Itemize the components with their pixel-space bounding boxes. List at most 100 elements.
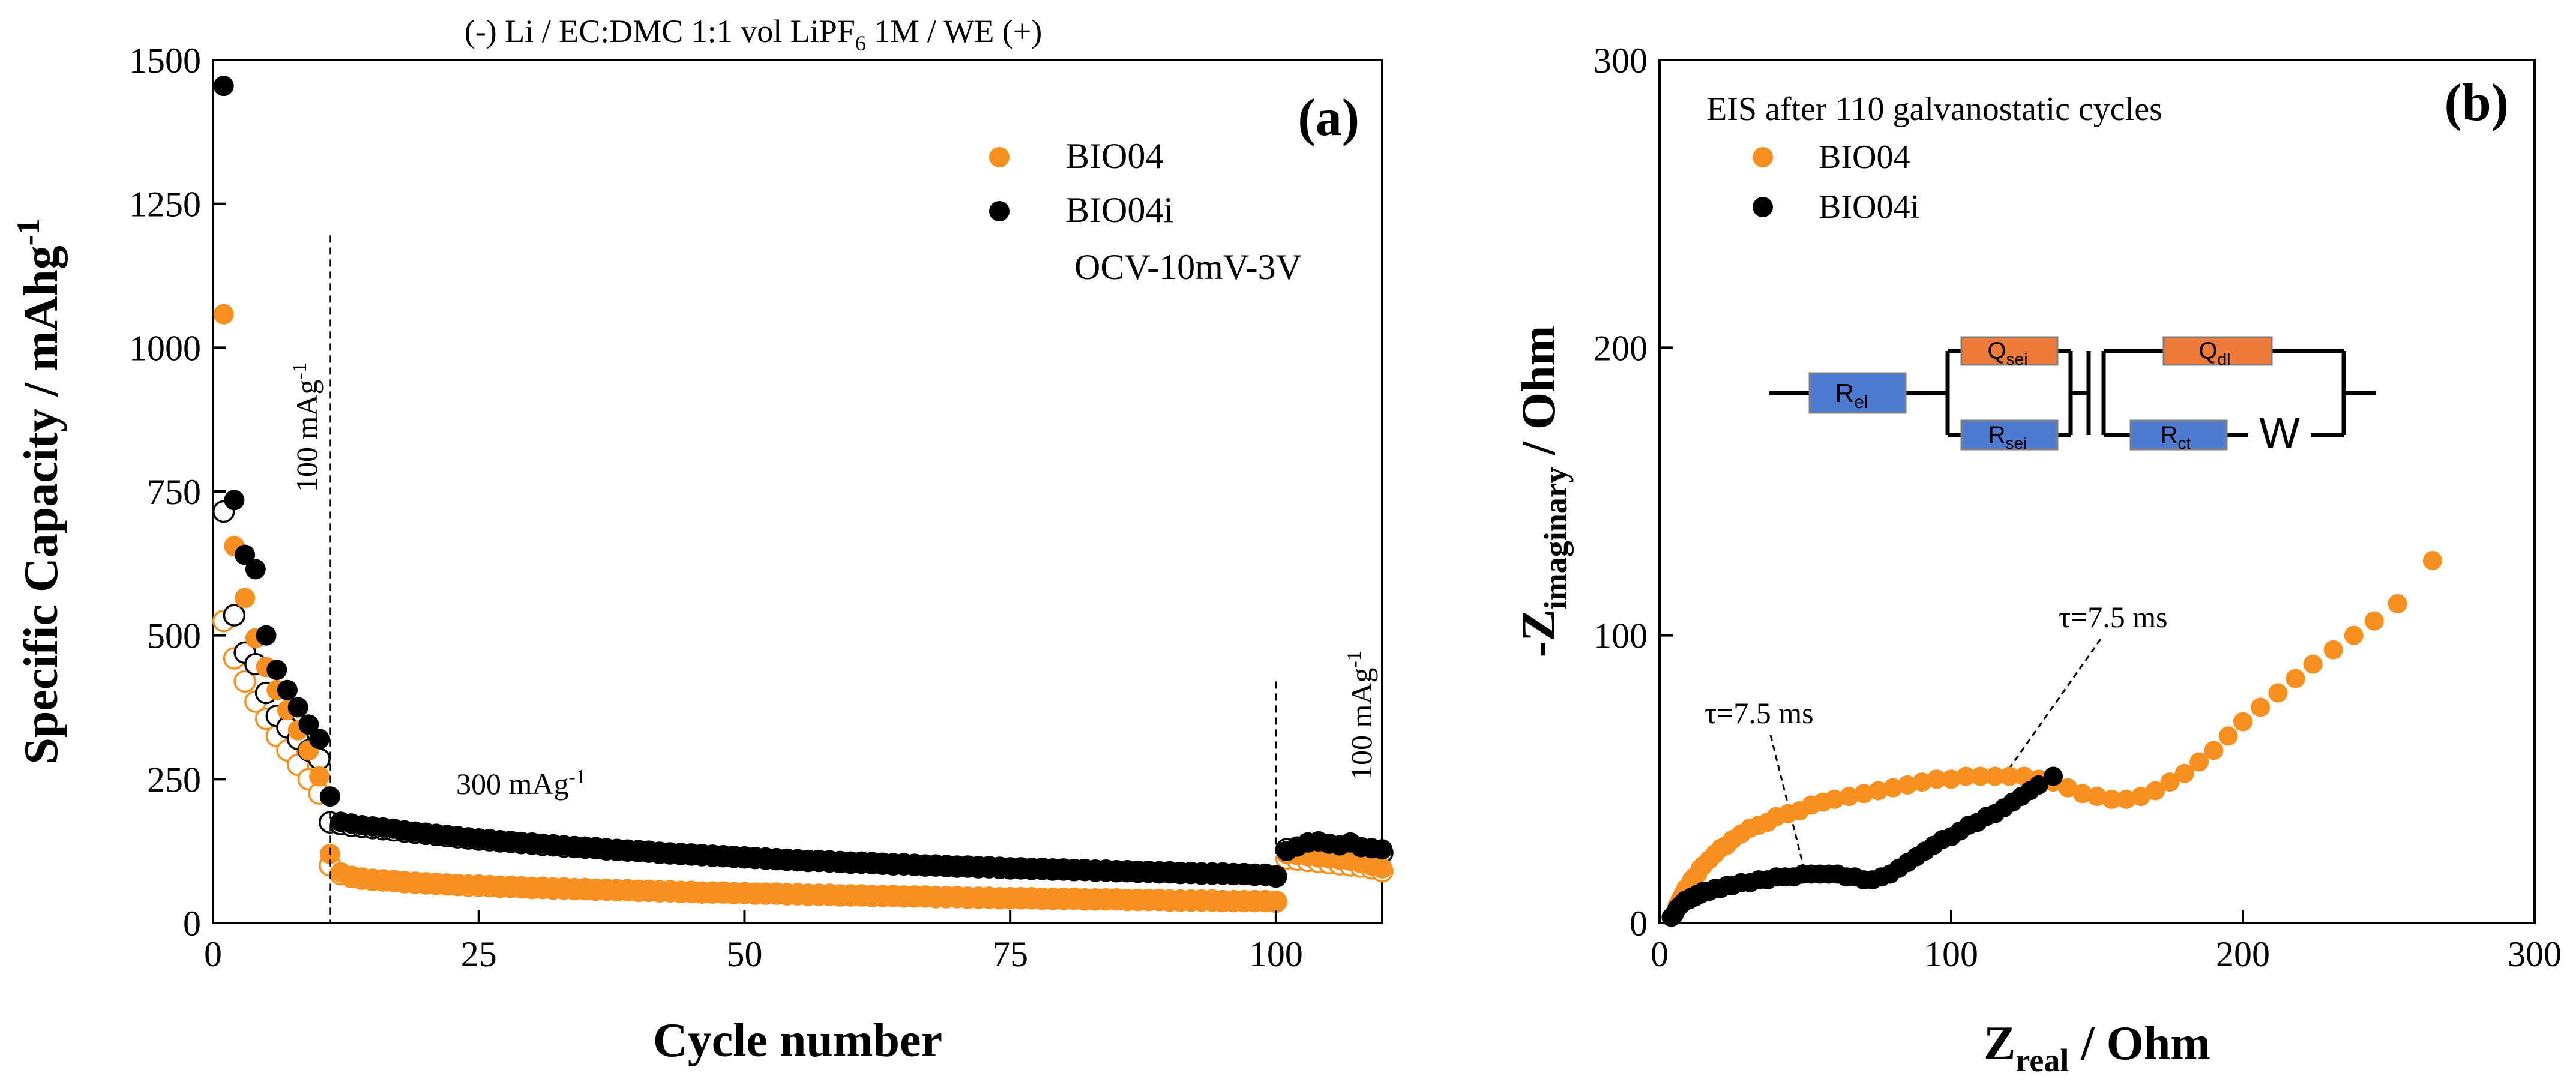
panel-a-frame: [212, 59, 1383, 924]
data-point: [298, 714, 319, 735]
data-point: [287, 697, 308, 718]
legend-bio04-label: BIO04: [1065, 136, 1163, 176]
data-point: [2160, 772, 2180, 792]
panel-a-note: OCV-10mV-3V: [1074, 247, 1302, 287]
data-point: [1912, 772, 1932, 792]
data-point: [2000, 766, 2020, 786]
data-point: [213, 76, 234, 97]
circuit-label-r-el: Rel: [1835, 379, 1868, 412]
panel-a-y-ticks: 0 250 500 750 1000 1250 1500: [129, 41, 226, 943]
data-point: [2268, 683, 2288, 703]
rate-label-100-right: 100 mAg-1: [1343, 651, 1378, 780]
panel-b-label: (b): [2444, 74, 2509, 132]
x-tick-label: 75: [992, 934, 1028, 974]
legend-bio04-marker: [989, 147, 1010, 167]
y-tick-label: 500: [147, 616, 201, 656]
panel-a-y-axis-label: Specific Capacity / mAhg-1: [10, 218, 68, 764]
data-point: [2131, 787, 2150, 807]
y-tick-label: 200: [1593, 328, 1648, 368]
data-point: [235, 544, 256, 565]
x-tick-label: 25: [461, 934, 497, 974]
data-point: [2251, 697, 2271, 717]
data-point: [2344, 625, 2364, 645]
panel-b-legend: EIS after 110 galvanostatic cycles BIO04…: [1706, 91, 2162, 226]
circuit-label-r-sei: Rsei: [1988, 422, 2027, 452]
panel-a-x-axis-label: Cycle number: [653, 1014, 942, 1067]
data-point: [1854, 784, 1874, 804]
circuit-r-ct: [2129, 419, 2228, 451]
data-point: [235, 588, 256, 609]
panel-a-x-ticks: 0 25 50 75 100: [204, 910, 1303, 974]
data-point: [2058, 778, 2078, 798]
data-point: [1970, 766, 1990, 786]
data-point: [1927, 769, 1946, 789]
data-point: [1956, 766, 1976, 786]
tau-leader-line: [2003, 639, 2102, 777]
panel-a-label: (a): [1298, 89, 1359, 147]
panel-b-legend-title: EIS after 110 galvanostatic cycles: [1706, 91, 2162, 128]
equivalent-circuit: Rel Qsei Rsei Qdl Rct W: [1769, 336, 2376, 457]
data-point: [2029, 775, 2048, 795]
circuit-label-q-sei: Qsei: [1988, 338, 2028, 368]
data-point: [2116, 789, 2136, 809]
data-point: [1372, 839, 1392, 860]
panel-a-legend: BIO04 BIO04i OCV-10mV-3V: [989, 136, 1302, 287]
data-point: [2204, 741, 2224, 760]
circuit-r-el: [1808, 372, 1907, 414]
y-tick-label: 1000: [129, 328, 201, 368]
legend-bio04i-marker: [989, 201, 1010, 221]
data-point: [213, 304, 234, 325]
circuit-label-r-ct: Rct: [2161, 422, 2191, 452]
panel-b-frame: [1658, 59, 2536, 924]
data-point: [2102, 789, 2122, 809]
data-point: [1868, 781, 1888, 801]
panel-b: Rel Qsei Rsei Qdl Rct W 0 100 200 300 0 100 2…: [1512, 41, 2562, 1078]
x-tick-label: 0: [1651, 934, 1669, 974]
data-point: [1265, 891, 1286, 912]
data-point: [2233, 712, 2252, 732]
data-point: [1985, 766, 2005, 786]
data-point: [309, 766, 330, 787]
legend-b-bio04i-label: BIO04i: [1819, 188, 1919, 226]
y-tick-label: 750: [147, 472, 201, 512]
data-point: [2146, 781, 2165, 801]
circuit-r-sei: [1960, 419, 2059, 451]
y-tick-label: 0: [183, 904, 201, 943]
data-point: [1839, 787, 1859, 807]
data-point: [2218, 726, 2238, 746]
data-point: [2014, 766, 2034, 786]
data-point: [1825, 789, 1844, 809]
y-tick-label: 300: [1593, 41, 1648, 80]
panel-a-title: (-) Li / EC:DMC 1:1 vol LiPF6 1M / WE (+…: [465, 13, 1042, 55]
data-point: [2286, 669, 2305, 688]
x-tick-label: 100: [1249, 934, 1303, 974]
data-point: [256, 625, 277, 646]
data-point: [2364, 611, 2384, 631]
data-point: [266, 660, 287, 681]
legend-b-bio04-marker: [1753, 147, 1773, 167]
panel-a-points: [212, 76, 1394, 913]
rate-label-300: 300 mAg-1: [456, 766, 586, 801]
panel-a: 0 25 50 75 100 0 250 500 750 1000 1250 1500 (-) Li…: [10, 13, 1394, 1067]
panel-b-y-axis-label: -Zimaginary / Ohm: [1512, 326, 1574, 658]
x-tick-label: 0: [204, 934, 222, 974]
panel-b-points: [1661, 551, 2442, 927]
y-tick-label: 250: [147, 760, 201, 799]
panel-b-x-axis-label: Zreal / Ohm: [1984, 1017, 2210, 1078]
data-point: [223, 604, 246, 627]
legend-b-bio04i-marker: [1753, 197, 1773, 217]
data-point: [1942, 769, 1961, 789]
data-point: [224, 490, 245, 511]
rate-label-100-left: 100 mAg-1: [289, 362, 324, 492]
data-point: [2072, 784, 2092, 804]
data-point: [2087, 787, 2107, 807]
panel-a-vlines: [329, 235, 1277, 923]
data-point: [2174, 763, 2194, 783]
panel-b-x-ticks: 0 100 200 300: [1651, 910, 2562, 974]
x-tick-label: 300: [2508, 934, 2562, 974]
data-point: [2388, 594, 2407, 613]
data-point: [245, 559, 266, 580]
tau-label-1: τ=7.5 ms: [1705, 696, 1814, 730]
data-point: [2323, 640, 2343, 660]
circuit-warburg: W: [2259, 409, 2300, 457]
